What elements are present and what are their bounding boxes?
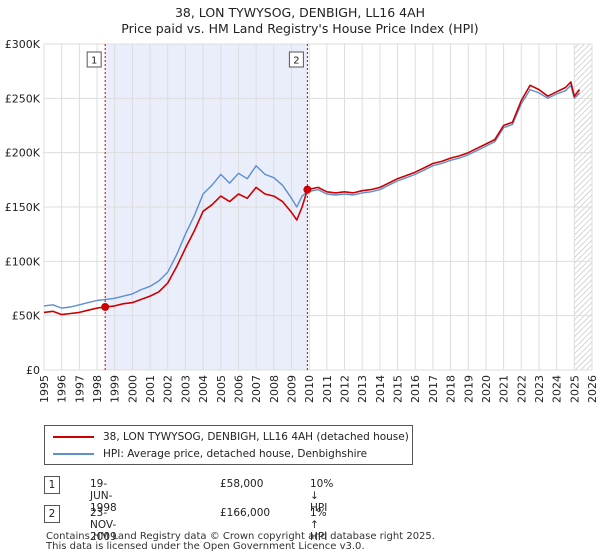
x-tick-label: 2006 xyxy=(232,375,245,403)
chart-title: 38, LON TYWYSOG, DENBIGH, LL16 4AH xyxy=(174,5,426,20)
sale-point xyxy=(101,302,110,311)
y-tick-label: £300K xyxy=(5,38,41,51)
x-tick-label: 2023 xyxy=(533,375,546,403)
x-tick-label: 2012 xyxy=(339,375,352,403)
legend-label-property: 38, LON TYWYSOG, DENBIGH, LL16 4AH (deta… xyxy=(103,431,409,443)
x-tick-label: 2000 xyxy=(126,375,139,403)
annotation-date: 19-JUN-1998 xyxy=(90,478,117,514)
annotation-date: 23-NOV-2009 xyxy=(90,507,117,543)
y-tick-label: £100K xyxy=(5,255,41,268)
x-tick-label: 2026 xyxy=(586,375,599,403)
sale-label-box xyxy=(288,51,304,68)
legend-item-hpi: HPI: Average price, detached house, Denb… xyxy=(45,446,367,462)
x-tick-label: 2025 xyxy=(568,375,581,403)
x-tick-label: 1999 xyxy=(109,375,122,403)
x-tick-label: 2002 xyxy=(162,375,175,403)
x-tick-label: 1997 xyxy=(73,375,86,403)
x-tick-label: 2010 xyxy=(303,375,316,403)
sale-label-number: 2 xyxy=(293,56,299,67)
annotation-hpi-diff: 1% ↑ HPI xyxy=(310,507,328,543)
y-tick-label: £200K xyxy=(5,147,41,160)
legend-swatch-hpi xyxy=(53,453,94,455)
x-tick-label: 2024 xyxy=(551,375,564,403)
x-tick-label: 2013 xyxy=(356,375,369,403)
x-tick-label: 2011 xyxy=(321,375,334,403)
x-tick-label: 2020 xyxy=(480,375,493,403)
x-tick-label: 2001 xyxy=(144,375,157,403)
y-tick-label: £150K xyxy=(5,201,41,214)
x-tick-label: 2009 xyxy=(285,375,298,403)
annotation-number: 1 xyxy=(44,476,60,494)
annotation-price: £166,000 xyxy=(220,507,271,519)
y-tick-label: £250K xyxy=(5,92,41,105)
annotation-hpi-diff: 10% ↓ HPI xyxy=(310,478,334,514)
legend-swatch-property xyxy=(53,436,94,438)
x-tick-label: 2021 xyxy=(498,375,511,403)
footer: Contains HM Land Registry data © Crown c… xyxy=(46,532,435,552)
sale-label-number: 1 xyxy=(91,56,97,67)
x-tick-label: 2022 xyxy=(515,375,528,403)
chart-subtitle: Price paid vs. HM Land Registry's House … xyxy=(121,21,479,36)
legend-item-property: 38, LON TYWYSOG, DENBIGH, LL16 4AH (deta… xyxy=(45,429,409,445)
price-chart: 1 2 £0 £50K £100K £150K £200K £250K £300K 1995 19… xyxy=(5,38,599,403)
y-tick-label: £0 xyxy=(26,364,40,377)
x-tick-label: 1998 xyxy=(91,375,104,403)
x-tick-label: 2018 xyxy=(445,375,458,403)
x-tick-label: 2005 xyxy=(215,375,228,403)
sale-label-box xyxy=(86,51,102,68)
sale-point xyxy=(303,185,312,194)
x-tick-label: 2015 xyxy=(392,375,405,403)
y-tick-label: £50K xyxy=(12,310,41,323)
x-tick-label: 1995 xyxy=(38,375,51,403)
x-tick-label: 2008 xyxy=(268,375,281,403)
x-tick-label: 2017 xyxy=(427,375,440,403)
footer-copyright: Contains HM Land Registry data © Crown c… xyxy=(46,531,435,542)
footer-licence: This data is licensed under the Open Gov… xyxy=(46,541,365,552)
annotation-price: £58,000 xyxy=(220,478,264,490)
x-tick-label: 2016 xyxy=(409,375,422,403)
series-line-hpi xyxy=(43,84,581,309)
x-tick-label: 2004 xyxy=(197,375,210,403)
series-line-property xyxy=(43,81,581,316)
legend-label-hpi: HPI: Average price, detached house, Denb… xyxy=(103,448,368,460)
x-tick-label: 1996 xyxy=(56,375,69,403)
legend: 38, LON TYWYSOG, DENBIGH, LL16 4AH (deta… xyxy=(44,425,413,465)
x-tick-label: 2014 xyxy=(374,375,387,403)
x-tick-label: 2019 xyxy=(462,375,475,403)
x-tick-label: 2003 xyxy=(179,375,192,403)
annotation-number: 2 xyxy=(44,505,60,523)
x-tick-label: 2007 xyxy=(250,375,263,403)
